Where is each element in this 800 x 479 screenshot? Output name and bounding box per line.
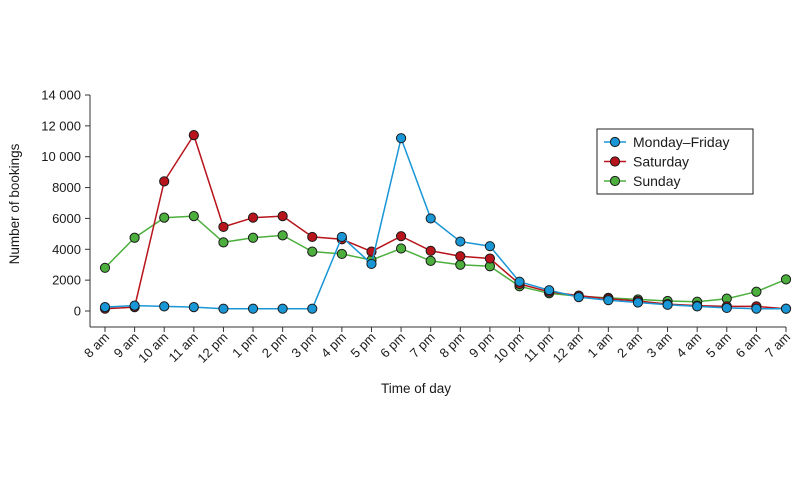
data-point — [159, 212, 170, 223]
legend-label: Monday–Friday — [633, 134, 730, 150]
x-tick-label: 6 am — [732, 330, 763, 361]
y-tick-label: 14 000 — [41, 88, 81, 103]
data-point — [395, 243, 407, 254]
x-axis-title: Time of day — [381, 381, 451, 396]
y-tick-label: 4000 — [52, 242, 81, 257]
data-point — [395, 231, 407, 242]
data-point — [366, 258, 377, 270]
legend-label: Saturday — [633, 154, 689, 170]
data-point — [336, 248, 347, 260]
data-point — [218, 303, 229, 314]
data-point — [336, 231, 347, 243]
series-layer — [99, 130, 792, 314]
data-point — [277, 211, 288, 222]
legend: Monday–Friday Saturday Sunday — [596, 128, 754, 195]
data-point — [99, 262, 111, 273]
data-point — [307, 231, 318, 243]
series-0 — [99, 211, 792, 307]
y-tick-label: 12 000 — [41, 118, 81, 133]
series-line — [104, 215, 787, 303]
data-point — [159, 301, 170, 312]
data-point — [307, 303, 318, 314]
y-tick-label: 8000 — [52, 180, 81, 195]
data-point — [544, 285, 555, 296]
x-tick-label: 10 am — [135, 330, 171, 366]
y-axis-title: Number of bookings — [7, 143, 22, 264]
x-tick-label: 11 pm — [521, 330, 556, 365]
data-point — [455, 236, 466, 247]
x-tick-label: 3 pm — [288, 330, 319, 361]
data-point — [573, 292, 584, 303]
data-point — [692, 301, 703, 312]
legend-item: Saturday — [604, 154, 689, 170]
x-tick-label: 7 pm — [407, 330, 438, 361]
y-ticks: 0 2000 4000 6000 8000 10 000 12 000 14 000 — [41, 88, 90, 319]
data-point — [188, 211, 199, 222]
data-point — [425, 255, 436, 266]
data-point — [751, 286, 762, 297]
data-point — [129, 300, 140, 311]
x-tick-label: 5 pm — [348, 330, 379, 361]
data-point — [395, 133, 407, 144]
x-tick-label: 2 am — [614, 330, 645, 361]
x-tick-label: 4 am — [673, 330, 704, 361]
x-tick-label: 6 pm — [377, 330, 408, 361]
data-point — [484, 241, 496, 252]
x-tick-label: 8 pm — [436, 330, 467, 361]
data-point — [159, 176, 170, 187]
x-tick-label: 11 am — [165, 330, 200, 365]
data-point — [307, 246, 318, 257]
data-point — [780, 303, 792, 314]
x-tick-label: 7 am — [762, 330, 793, 361]
legend-item: Monday–Friday — [604, 134, 730, 150]
data-point — [247, 232, 259, 243]
y-tick-label: 10 000 — [41, 149, 81, 164]
x-tick-label: 12 am — [550, 330, 586, 366]
x-tick-label: 2 pm — [259, 330, 290, 361]
legend-label: Sunday — [633, 173, 680, 189]
data-point — [751, 303, 762, 314]
data-point — [277, 303, 288, 314]
data-point — [721, 302, 732, 314]
data-point — [455, 251, 466, 262]
data-point — [632, 297, 644, 308]
series-2 — [99, 133, 792, 314]
data-point — [455, 259, 466, 270]
data-point — [780, 274, 792, 285]
x-tick-label: 4 pm — [318, 330, 349, 361]
x-tick-label: 5 am — [703, 330, 734, 361]
data-point — [425, 245, 436, 256]
data-point — [188, 130, 199, 141]
x-tick-label: 10 pm — [490, 330, 526, 366]
data-point — [99, 302, 111, 313]
data-point — [129, 232, 140, 243]
legend-items: Monday–Friday Saturday Sunday — [604, 134, 730, 189]
x-tick-label: 8 am — [81, 330, 112, 361]
data-point — [484, 253, 496, 264]
legend-marker — [609, 156, 621, 167]
data-point — [603, 295, 614, 306]
x-tick-label: 3 am — [644, 330, 675, 361]
legend-marker — [609, 136, 621, 148]
data-point — [247, 212, 259, 223]
y-tick-label: 0 — [74, 304, 81, 319]
y-tick-label: 2000 — [52, 273, 81, 288]
data-point — [188, 302, 199, 313]
data-point — [662, 299, 673, 310]
data-point — [277, 230, 288, 241]
legend-item: Sunday — [604, 173, 680, 189]
data-point — [218, 237, 229, 248]
legend-marker — [609, 175, 621, 187]
data-point — [425, 213, 436, 224]
x-tick-label: 1 pm — [229, 330, 260, 361]
x-tick-label: 12 pm — [194, 330, 230, 366]
data-point — [218, 221, 229, 233]
data-point — [247, 303, 259, 314]
y-tick-label: 6000 — [52, 211, 81, 226]
data-point — [514, 276, 525, 287]
x-tick-label: 1 am — [584, 330, 615, 361]
